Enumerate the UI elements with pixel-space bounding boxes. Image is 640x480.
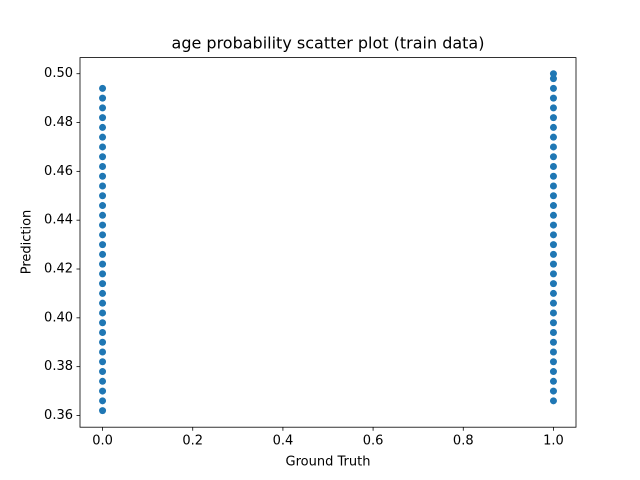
point	[99, 202, 107, 210]
x-axis-label: Ground Truth	[286, 455, 371, 470]
point	[549, 250, 557, 258]
point	[549, 319, 557, 327]
point	[99, 114, 107, 122]
point	[99, 338, 107, 346]
x-tick-label: 0.8	[453, 434, 474, 449]
point	[549, 202, 557, 210]
point	[99, 133, 107, 141]
point	[99, 84, 107, 92]
point	[549, 338, 557, 346]
point	[549, 358, 557, 366]
x-tick-label: 1.0	[543, 434, 564, 449]
y-tick-label: 0.50	[44, 66, 73, 81]
point	[99, 270, 107, 278]
point	[549, 162, 557, 170]
chart-title: age probability scatter plot (train data…	[172, 34, 485, 53]
point	[549, 309, 557, 317]
point	[549, 94, 557, 102]
point	[99, 143, 107, 151]
point	[99, 348, 107, 356]
point	[99, 299, 107, 307]
point	[99, 182, 107, 190]
x-tick-label: 0.4	[273, 434, 294, 449]
point	[549, 70, 557, 78]
point	[549, 328, 557, 336]
point	[549, 221, 557, 229]
y-tick-label: 0.40	[44, 310, 73, 325]
point	[549, 104, 557, 112]
point	[549, 182, 557, 190]
point	[99, 162, 107, 170]
point	[549, 192, 557, 200]
point	[99, 192, 107, 200]
point	[99, 241, 107, 249]
point	[549, 133, 557, 141]
point	[99, 368, 107, 376]
y-tick-label: 0.48	[44, 115, 73, 130]
point	[99, 172, 107, 180]
point	[549, 153, 557, 161]
point	[549, 231, 557, 239]
point	[99, 153, 107, 161]
point	[549, 377, 557, 385]
point	[549, 348, 557, 356]
point	[549, 368, 557, 376]
point	[549, 241, 557, 249]
point	[549, 387, 557, 395]
y-tick-label: 0.38	[44, 359, 73, 374]
point	[99, 397, 107, 405]
point	[99, 319, 107, 327]
point	[549, 75, 557, 83]
point	[549, 123, 557, 131]
point	[99, 231, 107, 239]
y-tick-label: 0.42	[44, 262, 73, 277]
point	[549, 299, 557, 307]
point	[549, 280, 557, 288]
point	[99, 407, 107, 415]
axes-frame	[79, 57, 577, 428]
point	[99, 377, 107, 385]
point	[99, 309, 107, 317]
point	[99, 358, 107, 366]
point	[549, 172, 557, 180]
point	[549, 397, 557, 405]
point	[99, 211, 107, 219]
point	[549, 114, 557, 122]
point	[549, 211, 557, 219]
point	[99, 104, 107, 112]
x-tick-label: 0.0	[92, 434, 113, 449]
point	[549, 260, 557, 268]
point	[549, 270, 557, 278]
point	[99, 280, 107, 288]
point	[99, 328, 107, 336]
y-axis-label: Prediction	[20, 210, 35, 275]
point	[99, 260, 107, 268]
y-tick-label: 0.44	[44, 213, 73, 228]
y-tick-label: 0.36	[44, 408, 73, 423]
y-tick-label: 0.46	[44, 164, 73, 179]
point	[99, 250, 107, 258]
point	[99, 123, 107, 131]
x-tick-label: 0.2	[182, 434, 203, 449]
point	[99, 221, 107, 229]
point	[549, 143, 557, 151]
x-tick-label: 0.6	[363, 434, 384, 449]
point	[549, 289, 557, 297]
point	[99, 387, 107, 395]
point	[99, 289, 107, 297]
point	[99, 94, 107, 102]
point	[549, 84, 557, 92]
